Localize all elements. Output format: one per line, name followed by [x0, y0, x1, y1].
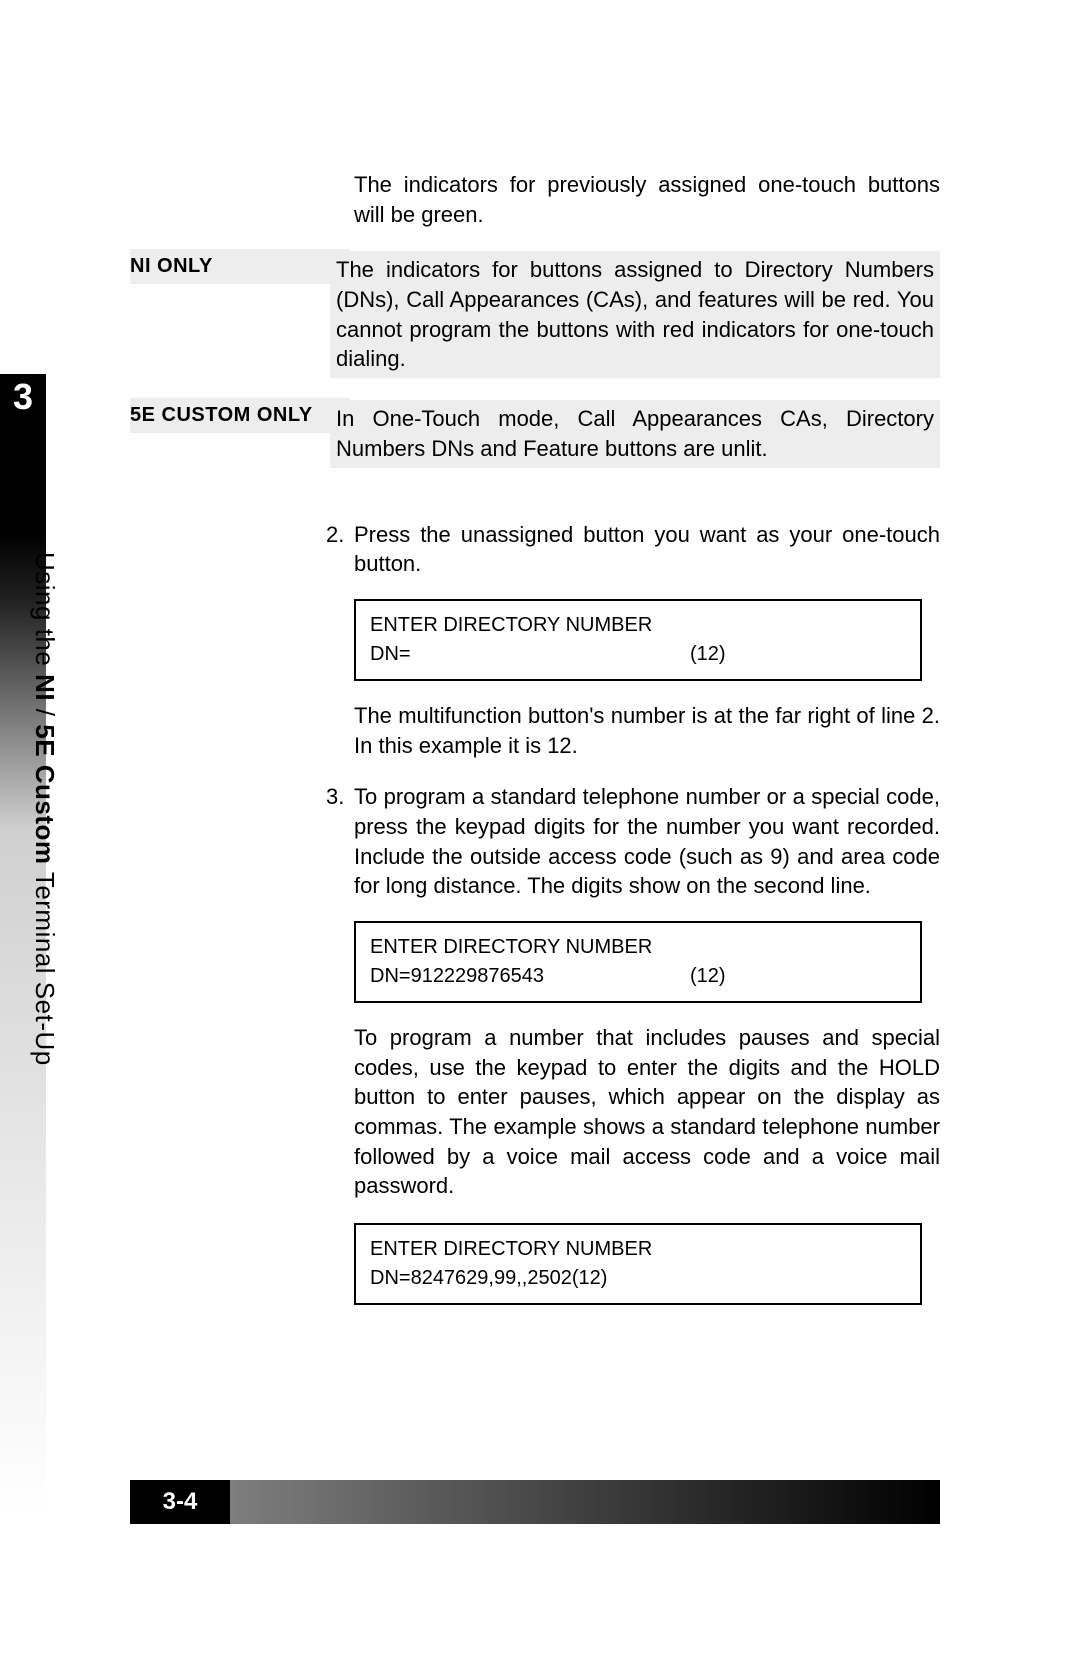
display2-dn: DN=912229876543	[370, 962, 690, 991]
spacer	[330, 490, 940, 520]
display3-dn: DN=8247629,99,,2502(12)	[370, 1264, 607, 1293]
step-3: 3.To program a standard telephone number…	[354, 782, 940, 901]
fivee-only-label: 5E CUSTOM ONLY	[130, 398, 350, 433]
display3-line1: ENTER DIRECTORY NUMBER	[370, 1235, 906, 1264]
ni-only-row: NI ONLY The indicators for buttons assig…	[330, 251, 940, 378]
display-box-2: ENTER DIRECTORY NUMBER DN=912229876543 (…	[354, 921, 922, 1003]
footer-bar	[130, 1480, 940, 1524]
para-after-display1: The multifunction button's number is at …	[354, 701, 940, 760]
side-title-bold2: 5E Custom	[30, 724, 60, 864]
step-2-number: 2.	[326, 520, 354, 550]
para-after-display2: To program a number that includes pauses…	[354, 1023, 940, 1201]
ni-only-text: The indicators for buttons assigned to D…	[330, 251, 940, 378]
ni-only-label: NI ONLY	[130, 249, 350, 284]
step-3-text: To program a standard telephone number o…	[354, 784, 940, 898]
display2-slot: (12)	[690, 962, 726, 991]
display3-line2: DN=8247629,99,,2502(12)	[370, 1264, 906, 1293]
document-page: 3 Using the NI / 5E Custom Terminal Set-…	[0, 0, 1080, 1669]
main-column: The indicators for previously assigned o…	[330, 170, 940, 1325]
step-2-text: Press the unassigned button you want as …	[354, 522, 940, 577]
side-title: Using the NI / 5E Custom Terminal Set-Up	[29, 552, 60, 1172]
side-title-sep: /	[30, 701, 60, 724]
chapter-number: 3	[0, 376, 46, 418]
display-box-3: ENTER DIRECTORY NUMBER DN=8247629,99,,25…	[354, 1223, 922, 1305]
intro-paragraph: The indicators for previously assigned o…	[354, 170, 940, 229]
display1-slot: (12)	[690, 640, 726, 669]
display-box-1: ENTER DIRECTORY NUMBER DN= (12)	[354, 599, 922, 681]
fivee-only-text: In One-Touch mode, Call Appearances CAs,…	[330, 400, 940, 467]
side-title-bold1: NI	[30, 674, 60, 701]
display1-dn: DN=	[370, 640, 690, 669]
step-2: 2.Press the unassigned button you want a…	[354, 520, 940, 579]
display2-line2: DN=912229876543 (12)	[370, 962, 906, 991]
display1-line1: ENTER DIRECTORY NUMBER	[370, 611, 906, 640]
display1-line2: DN= (12)	[370, 640, 906, 669]
side-title-suffix: Terminal Set-Up	[30, 865, 60, 1066]
page-number: 3-4	[130, 1480, 230, 1524]
side-title-prefix: Using the	[30, 552, 60, 674]
step-3-number: 3.	[326, 782, 354, 812]
fivee-only-row: 5E CUSTOM ONLY In One-Touch mode, Call A…	[330, 400, 940, 467]
display2-line1: ENTER DIRECTORY NUMBER	[370, 933, 906, 962]
